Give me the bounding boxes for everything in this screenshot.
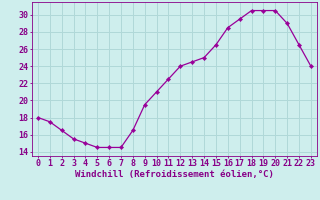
X-axis label: Windchill (Refroidissement éolien,°C): Windchill (Refroidissement éolien,°C) (75, 170, 274, 179)
